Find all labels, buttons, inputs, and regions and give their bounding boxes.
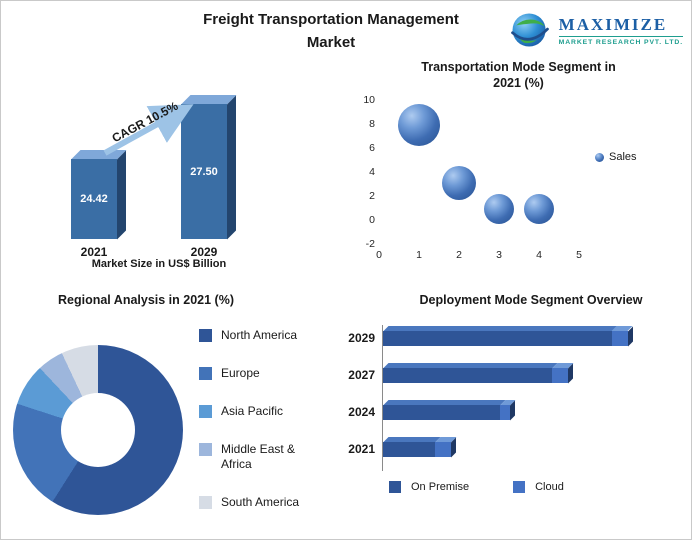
legend-item-asia-pacific: Asia Pacific [199, 404, 327, 419]
market-size-bar-chart: CAGR 10.5% 24.42 2021 27.50 2029 [39, 89, 279, 259]
deployment-row-2021: 2021 [341, 442, 686, 457]
legend-label: Europe [221, 366, 260, 380]
on-premise-legend-label: On Premise [411, 481, 470, 493]
cloud-legend-label: Cloud [535, 481, 564, 493]
legend-item-north-america: North America [199, 328, 327, 343]
bubble-chart: Sales 10 8 6 4 2 0 -2 0 1 2 3 4 5 [353, 89, 668, 274]
deployment-row-2029: 2029 [341, 331, 686, 346]
deployment-category-label: 2024 [348, 405, 375, 419]
market-bar-2021: 24.42 [71, 159, 117, 239]
x-axis-tick: 1 [416, 249, 422, 261]
deployment-legend: On Premise Cloud [389, 481, 564, 493]
bubble-title-line1: Transportation Mode Segment in [421, 60, 616, 74]
deployment-axis-line [382, 325, 383, 471]
y-axis-tick: 8 [369, 118, 375, 130]
data-bubble-1 [398, 104, 440, 146]
legend-swatch [199, 405, 212, 418]
legend-item-south-america: South America [199, 495, 327, 510]
deployment-bar-chart: On Premise Cloud 2029 2027 2024 2021 [341, 321, 686, 511]
bubble-legend: Sales [595, 151, 637, 163]
y-axis-tick: 0 [369, 214, 375, 226]
x-axis-tick: 2 [456, 249, 462, 261]
bar-value-label: 27.50 [190, 165, 218, 178]
legend-swatch [199, 329, 212, 342]
deployment-row-2024: 2024 [341, 405, 686, 420]
data-bubble-4 [524, 194, 554, 224]
regional-donut-chart [13, 345, 183, 515]
cloud-legend-marker [513, 481, 526, 493]
sales-legend-label: Sales [609, 151, 637, 163]
bar-segment-on-premise [383, 405, 500, 420]
x-axis-tick: 0 [376, 249, 382, 261]
deployment-category-label: 2029 [348, 331, 375, 345]
brand-text: MAXIMIZE MARKET RESEARCH PVT. LTD. [558, 14, 683, 46]
legend-item-europe: Europe [199, 366, 327, 381]
page-title-line1: Freight Transportation Management [203, 11, 459, 28]
bar-segment-cloud [611, 331, 628, 346]
pie-chart-title: Regional Analysis in 2021 (%) [58, 293, 234, 307]
brand-tagline: MARKET RESEARCH PVT. LTD. [558, 35, 683, 46]
deployment-chart-title: Deployment Mode Segment Overview [419, 293, 643, 307]
page-title-line2: Market [306, 33, 356, 51]
bar-segment-on-premise [383, 368, 552, 383]
legend-label: Asia Pacific [221, 404, 284, 418]
globe-icon [510, 13, 549, 47]
bar-value-label: 24.42 [80, 193, 108, 205]
regional-legend: North America Europe Asia Pacific Middle Ea… [199, 328, 327, 533]
on-premise-legend-marker [389, 481, 401, 493]
legend-label: South America [221, 495, 300, 509]
bar-category-label: 2029 [190, 245, 218, 259]
data-bubble-3 [484, 194, 514, 224]
y-axis-tick: -2 [365, 238, 375, 250]
y-axis-tick: 6 [369, 142, 375, 154]
sales-legend-marker [595, 152, 604, 162]
x-axis-tick: 5 [576, 249, 582, 261]
market-size-axis-title: Market Size in US$ Billion [91, 258, 227, 270]
legend-label: Middle East & Africa [221, 442, 296, 471]
y-axis-tick: 10 [363, 94, 375, 106]
market-bar-2029: 27.50 [181, 104, 227, 239]
legend-swatch [199, 496, 212, 509]
bar-segment-cloud [435, 442, 451, 457]
x-axis-tick: 4 [536, 249, 542, 261]
page-title: Freight Transportation Management Market [131, 9, 531, 54]
legend-item-middle-east-africa: Middle East & Africa [199, 442, 327, 472]
bar-segment-on-premise [383, 442, 435, 457]
deployment-row-2027: 2027 [341, 368, 686, 383]
brand-logo: MAXIMIZE MARKET RESEARCH PVT. LTD. [507, 7, 683, 53]
bar-category-label: 2021 [80, 245, 108, 259]
legend-swatch [199, 443, 212, 456]
bubble-chart-title: Transportation Mode Segment in 2021 (%) [391, 59, 646, 92]
y-axis-tick: 2 [369, 190, 375, 202]
bar-segment-on-premise [383, 331, 612, 346]
bubble-title-line2: 2021 (%) [493, 76, 544, 91]
legend-label: North America [221, 328, 298, 342]
bar-segment-cloud [500, 405, 510, 420]
x-axis-tick: 3 [496, 249, 502, 261]
brand-name: MAXIMIZE [558, 14, 668, 34]
legend-swatch [199, 367, 212, 380]
data-bubble-2 [442, 165, 476, 200]
y-axis-tick: 4 [369, 166, 375, 178]
deployment-category-label: 2027 [348, 368, 375, 382]
bar-segment-cloud [552, 368, 568, 383]
deployment-category-label: 2021 [348, 442, 375, 456]
